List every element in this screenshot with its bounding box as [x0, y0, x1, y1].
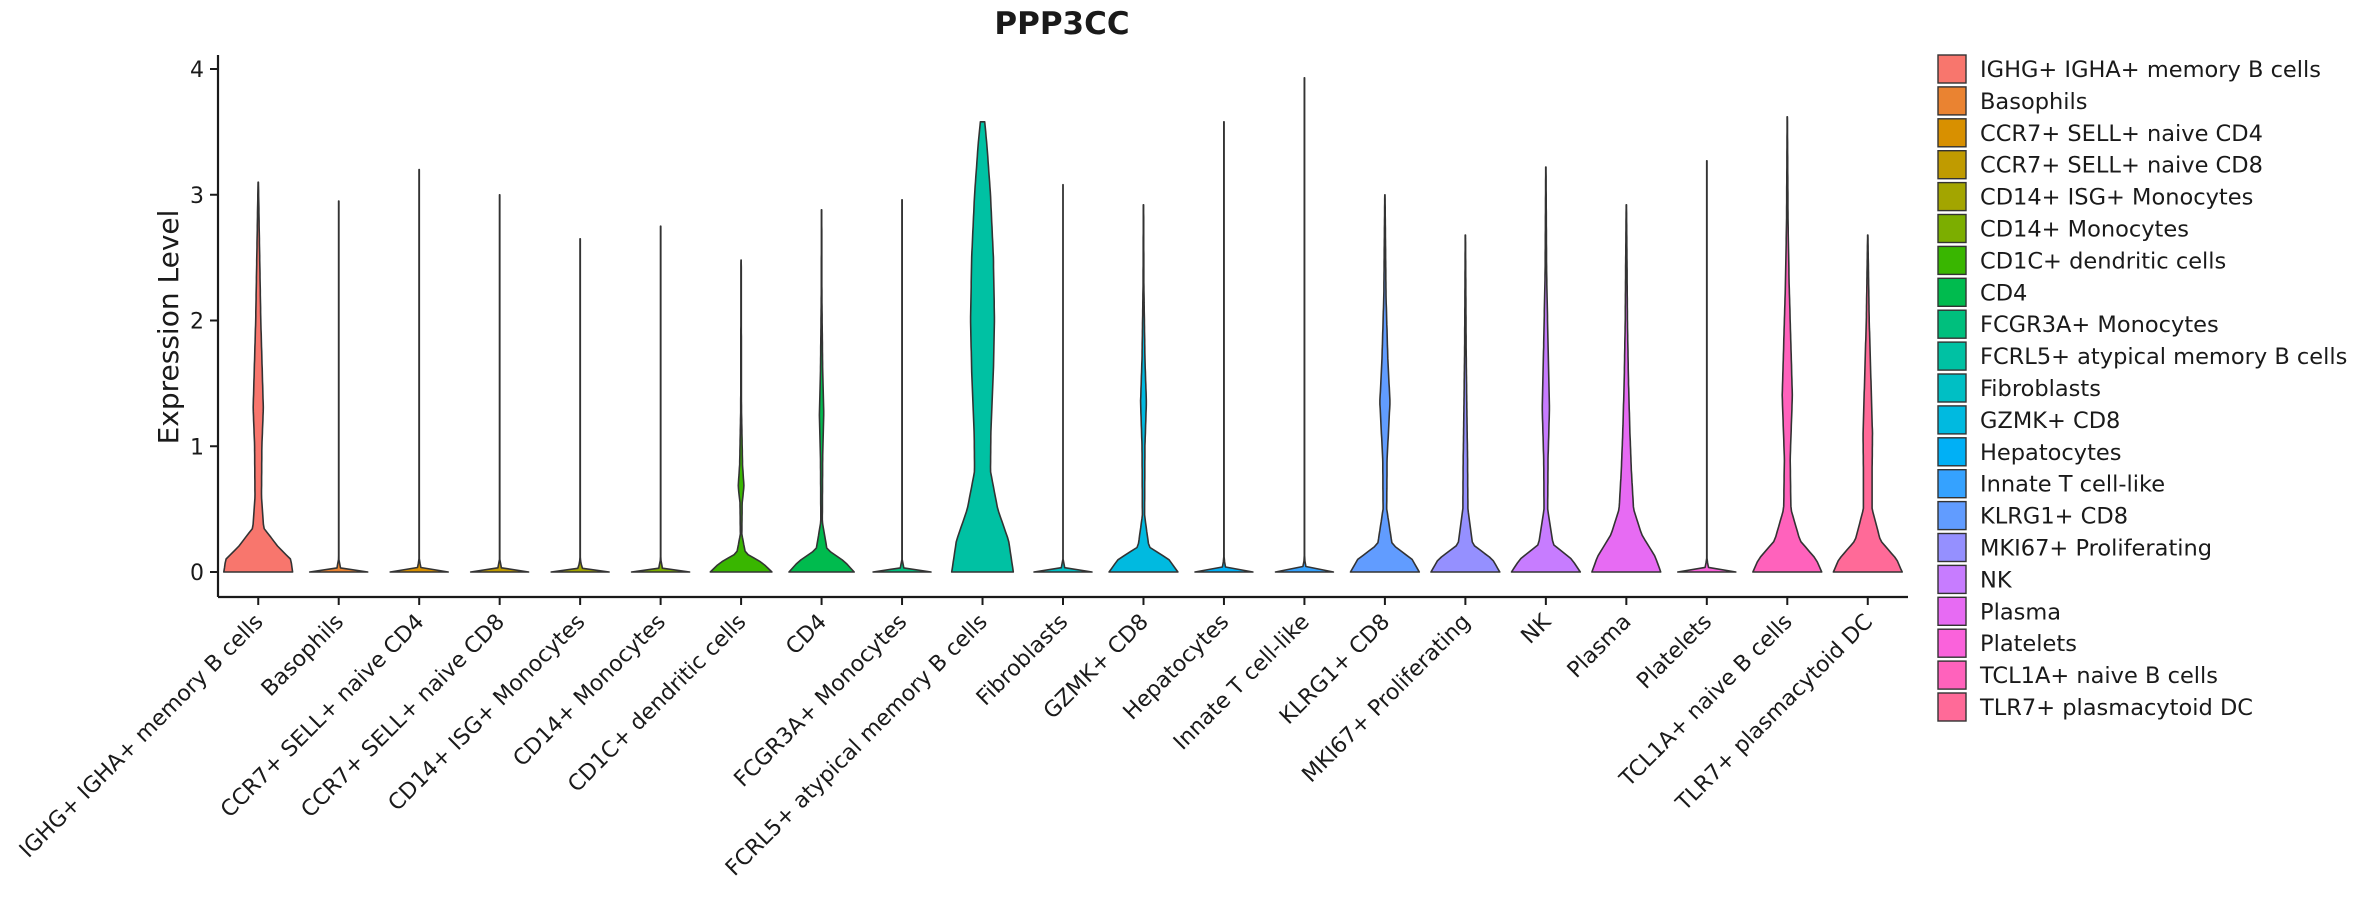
- legend-swatch: [1937, 149, 1967, 180]
- legend-swatch: [1937, 660, 1967, 690]
- legend-label: Basophils: [1980, 89, 2087, 115]
- x-tick-label: Plasma: [1563, 610, 1637, 684]
- violin-platelets: [1677, 160, 1737, 573]
- chart-title: PPP3CC: [994, 6, 1129, 42]
- legend-label: CD1C+ dendritic cells: [1980, 248, 2226, 274]
- legend-swatch: [1937, 628, 1967, 658]
- x-tick-label: CD14+ Monocytes: [509, 610, 671, 772]
- legend-label: FCRL5+ atypical memory B cells: [1980, 344, 2347, 370]
- x-tick-label: CD4: [781, 610, 831, 660]
- legend-label: CCR7+ SELL+ naive CD8: [1980, 153, 2263, 179]
- legend-label: MKI67+ Proliferating: [1980, 536, 2212, 562]
- legend-swatch: [1937, 596, 1967, 626]
- legend-swatch: [1937, 437, 1967, 467]
- y-tick-label: 3: [190, 184, 204, 209]
- violin-klrg1-cd8: [1349, 194, 1421, 573]
- violin-innate-t-cell-like: [1274, 77, 1335, 573]
- legend-label: TCL1A+ naive B cells: [1979, 663, 2218, 689]
- legend-label: FCGR3A+ Monocytes: [1980, 312, 2219, 338]
- violin-cd14-monocytes: [630, 225, 691, 573]
- legend-swatch: [1937, 532, 1967, 563]
- legend: IGHG+ IGHA+ memory B cells Basophils CCR7+…: [1937, 54, 2347, 722]
- violin-ighg-igha-memory-b-cells: [223, 181, 294, 573]
- legend-label: IGHG+ IGHA+ memory B cells: [1980, 57, 2321, 83]
- violin-tlr7-plasmacytoid-dc: [1832, 234, 1903, 573]
- legend-swatch: [1937, 86, 1967, 116]
- violin-plasma: [1591, 204, 1662, 573]
- legend-swatch: [1937, 245, 1967, 276]
- legend-label: CCR7+ SELL+ naive CD4: [1980, 121, 2263, 147]
- legend-swatch: [1937, 181, 1967, 212]
- violin-fcgr3a-monocytes: [872, 199, 932, 573]
- legend-swatch: [1937, 692, 1967, 722]
- x-tick-label: Platelets: [1632, 610, 1717, 695]
- y-tick-label: 1: [190, 435, 204, 460]
- legend-label: TLR7+ plasmacytoid DC: [1979, 695, 2253, 721]
- legend-swatch: [1937, 277, 1967, 307]
- legend-swatch: [1937, 373, 1967, 403]
- legend-swatch: [1937, 213, 1967, 244]
- legend-label: NK: [1980, 567, 2013, 593]
- legend-label: Innate T cell-like: [1980, 472, 2165, 498]
- violin-fibroblasts: [1033, 183, 1093, 573]
- legend-swatch: [1937, 564, 1967, 595]
- violin-cd1c-dendritic-cells: [709, 259, 773, 573]
- violins-group: [223, 77, 1903, 573]
- y-tick-label: 2: [190, 310, 204, 335]
- violin-ccr7-sell-naive-cd4: [389, 168, 449, 573]
- violin-fcrl5-atypical-memory-b-cells: [950, 121, 1015, 573]
- legend-swatch: [1937, 54, 1967, 84]
- x-tick-label: NK: [1517, 609, 1557, 649]
- legend-swatch: [1937, 309, 1967, 339]
- legend-swatch: [1937, 469, 1967, 499]
- legend-label: KLRG1+ CD8: [1980, 504, 2128, 530]
- legend-label: Fibroblasts: [1980, 376, 2101, 402]
- legend-label: Hepatocytes: [1980, 440, 2122, 466]
- legend-swatch: [1937, 405, 1967, 435]
- legend-swatch: [1937, 341, 1967, 371]
- violin-ccr7-sell-naive-cd8: [469, 194, 530, 573]
- violin-cd14-isg-monocytes: [550, 238, 610, 573]
- violin-cd4: [788, 209, 855, 573]
- violin-tcl1a-naive-b-cells: [1752, 116, 1823, 573]
- y-axis-title: Expression Level: [152, 210, 185, 445]
- legend-label: CD14+ ISG+ Monocytes: [1980, 185, 2253, 211]
- legend-label: Platelets: [1980, 631, 2077, 657]
- legend-swatch: [1937, 118, 1967, 148]
- violin-basophils: [308, 200, 369, 573]
- legend-label: GZMK+ CD8: [1980, 408, 2120, 434]
- legend-label: CD4: [1980, 280, 2027, 306]
- violin-nk: [1510, 166, 1582, 573]
- y-tick-label: 0: [190, 561, 204, 586]
- x-tick-label: IGHG+ IGHA+ memory B cells: [15, 610, 268, 863]
- x-tick-label: Innate T cell-like: [1169, 610, 1315, 756]
- legend-label: CD14+ Monocytes: [1980, 217, 2189, 243]
- violin-mki67-proliferating: [1430, 234, 1501, 573]
- y-tick-label: 4: [190, 58, 204, 83]
- violin-hepatocytes: [1194, 121, 1254, 573]
- legend-label: Plasma: [1980, 599, 2061, 625]
- x-tick-label: MKI67+ Proliferating: [1298, 610, 1476, 788]
- legend-swatch: [1937, 500, 1967, 531]
- violin-gzmk-cd8: [1108, 204, 1179, 573]
